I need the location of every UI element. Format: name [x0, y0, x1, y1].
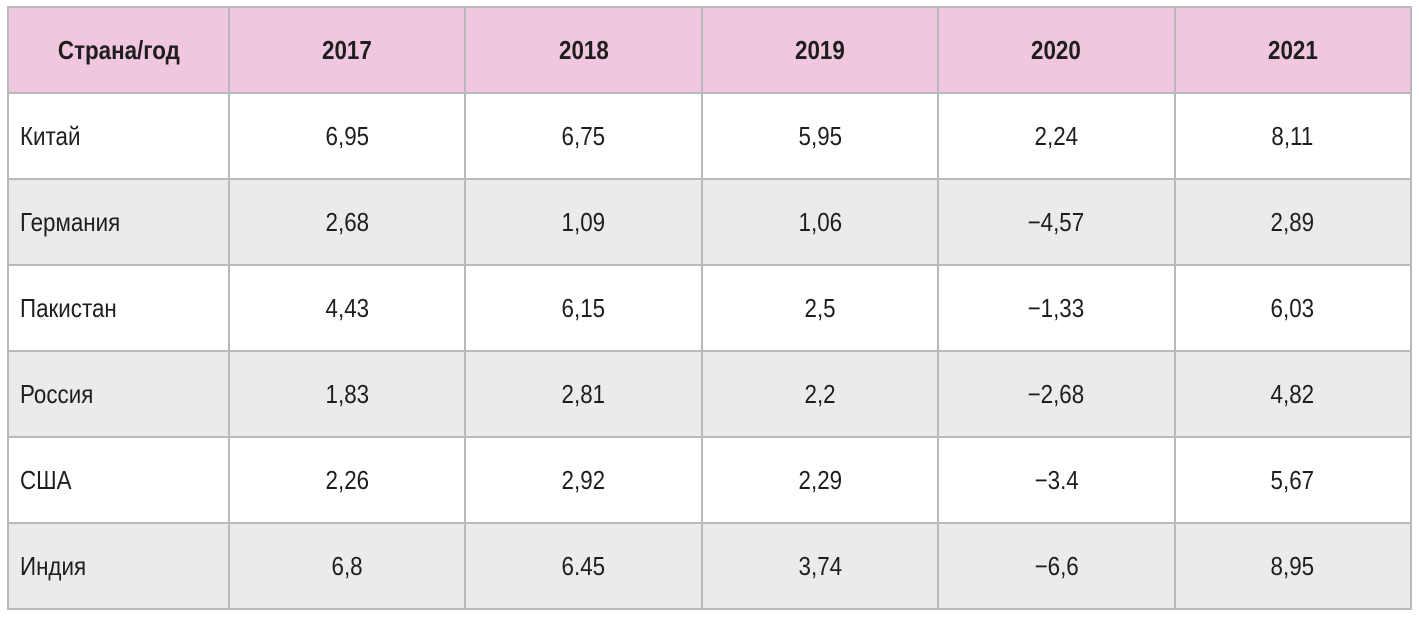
- value-cell: −3.4: [937, 436, 1176, 524]
- value-text: 1,83: [325, 378, 369, 409]
- gdp-growth-table: Страна/год 2017 2018 2019 2020 2021 Кита…: [7, 6, 1412, 610]
- column-header-year: 2020: [937, 6, 1176, 94]
- country-cell: США: [7, 436, 230, 524]
- table-row: Китай 6,95 6,75 5,95 2,24 8,11: [7, 92, 1412, 180]
- value-text: −2,68: [1028, 378, 1085, 409]
- value-text: 8,95: [1270, 550, 1315, 581]
- country-name: Россия: [20, 378, 94, 409]
- country-name: Индия: [20, 550, 87, 581]
- column-header-year: 2018: [464, 6, 703, 94]
- country-cell: Китай: [7, 92, 230, 180]
- value-cell: 6,75: [464, 92, 703, 180]
- country-cell: Пакистан: [7, 264, 230, 352]
- country-cell: Индия: [7, 522, 230, 610]
- value-cell: −2,68: [937, 350, 1176, 438]
- value-cell: 6,95: [227, 92, 467, 180]
- value-cell: 8,95: [1173, 522, 1412, 610]
- value-cell: 6.45: [464, 522, 703, 610]
- country-cell: Россия: [7, 350, 230, 438]
- value-cell: 5,95: [700, 92, 940, 180]
- value-text: 2,81: [561, 378, 606, 409]
- value-text: 6,8: [331, 550, 363, 581]
- value-text: 2,2: [804, 378, 836, 409]
- column-header-year-label: 2021: [1267, 34, 1318, 65]
- value-cell: 3,74: [700, 522, 940, 610]
- table-row: США 2,26 2,92 2,29 −3.4 5,67: [7, 436, 1412, 524]
- value-text: 2,68: [325, 206, 369, 237]
- value-cell: 2,24: [937, 92, 1176, 180]
- value-cell: 2,89: [1173, 178, 1412, 266]
- value-cell: 4,82: [1173, 350, 1412, 438]
- value-text: 6.45: [561, 550, 606, 581]
- value-cell: 6,8: [227, 522, 467, 610]
- value-cell: 5,67: [1173, 436, 1412, 524]
- value-cell: −4,57: [937, 178, 1176, 266]
- column-header-year-label: 2020: [1031, 34, 1082, 65]
- value-text: 5,67: [1270, 464, 1315, 495]
- value-text: 2,89: [1270, 206, 1315, 237]
- column-header-year: 2021: [1173, 6, 1412, 94]
- value-text: 2,26: [325, 464, 369, 495]
- value-text: 3,74: [798, 550, 842, 581]
- value-text: 6,15: [561, 292, 606, 323]
- value-cell: 4,43: [227, 264, 467, 352]
- table-row: Индия 6,8 6.45 3,74 −6,6 8,95: [7, 522, 1412, 610]
- value-cell: 2,68: [227, 178, 467, 266]
- country-name: Пакистан: [20, 292, 117, 323]
- value-cell: 8,11: [1173, 92, 1412, 180]
- gdp-growth-table-container: Страна/год 2017 2018 2019 2020 2021 Кита…: [7, 6, 1412, 626]
- table-row: Германия 2,68 1,09 1,06 −4,57 2,89: [7, 178, 1412, 266]
- value-text: 5,95: [798, 120, 842, 151]
- value-text: 4,43: [325, 292, 369, 323]
- value-cell: 6,03: [1173, 264, 1412, 352]
- country-cell: Германия: [7, 178, 230, 266]
- value-text: −4,57: [1028, 206, 1085, 237]
- country-name: Китай: [20, 120, 81, 151]
- value-cell: 2,26: [227, 436, 467, 524]
- column-header-year-label: 2018: [558, 34, 609, 65]
- value-cell: 1,83: [227, 350, 467, 438]
- value-text: 1,09: [561, 206, 606, 237]
- value-cell: −6,6: [937, 522, 1176, 610]
- value-text: 6,03: [1270, 292, 1315, 323]
- column-header-year: 2017: [227, 6, 467, 94]
- value-text: −3.4: [1034, 464, 1079, 495]
- value-text: 4,82: [1270, 378, 1315, 409]
- column-header-year-label: 2017: [322, 34, 373, 65]
- value-text: −1,33: [1028, 292, 1085, 323]
- value-text: 2,5: [804, 292, 836, 323]
- value-text: −6,6: [1034, 550, 1079, 581]
- value-cell: 1,06: [700, 178, 940, 266]
- value-cell: 2,2: [700, 350, 940, 438]
- value-text: 2,24: [1034, 120, 1079, 151]
- column-header-year-label: 2019: [795, 34, 845, 65]
- value-cell: 2,29: [700, 436, 940, 524]
- value-text: 8,11: [1271, 120, 1314, 151]
- value-text: 2,29: [798, 464, 842, 495]
- value-cell: 2,81: [464, 350, 703, 438]
- column-header-country: Страна/год: [7, 6, 230, 94]
- value-text: 6,75: [561, 120, 606, 151]
- table-header-row: Страна/год 2017 2018 2019 2020 2021: [7, 6, 1412, 94]
- value-cell: 6,15: [464, 264, 703, 352]
- value-cell: −1,33: [937, 264, 1176, 352]
- value-text: 1,06: [798, 206, 842, 237]
- table-row: Россия 1,83 2,81 2,2 −2,68 4,82: [7, 350, 1412, 438]
- country-name: Германия: [20, 206, 121, 237]
- value-cell: 2,5: [700, 264, 940, 352]
- value-text: 2,92: [561, 464, 606, 495]
- value-text: 6,95: [325, 120, 369, 151]
- value-cell: 2,92: [464, 436, 703, 524]
- table-row: Пакистан 4,43 6,15 2,5 −1,33 6,03: [7, 264, 1412, 352]
- value-cell: 1,09: [464, 178, 703, 266]
- country-name: США: [20, 464, 72, 495]
- column-header-country-label: Страна/год: [57, 34, 180, 65]
- column-header-year: 2019: [700, 6, 940, 94]
